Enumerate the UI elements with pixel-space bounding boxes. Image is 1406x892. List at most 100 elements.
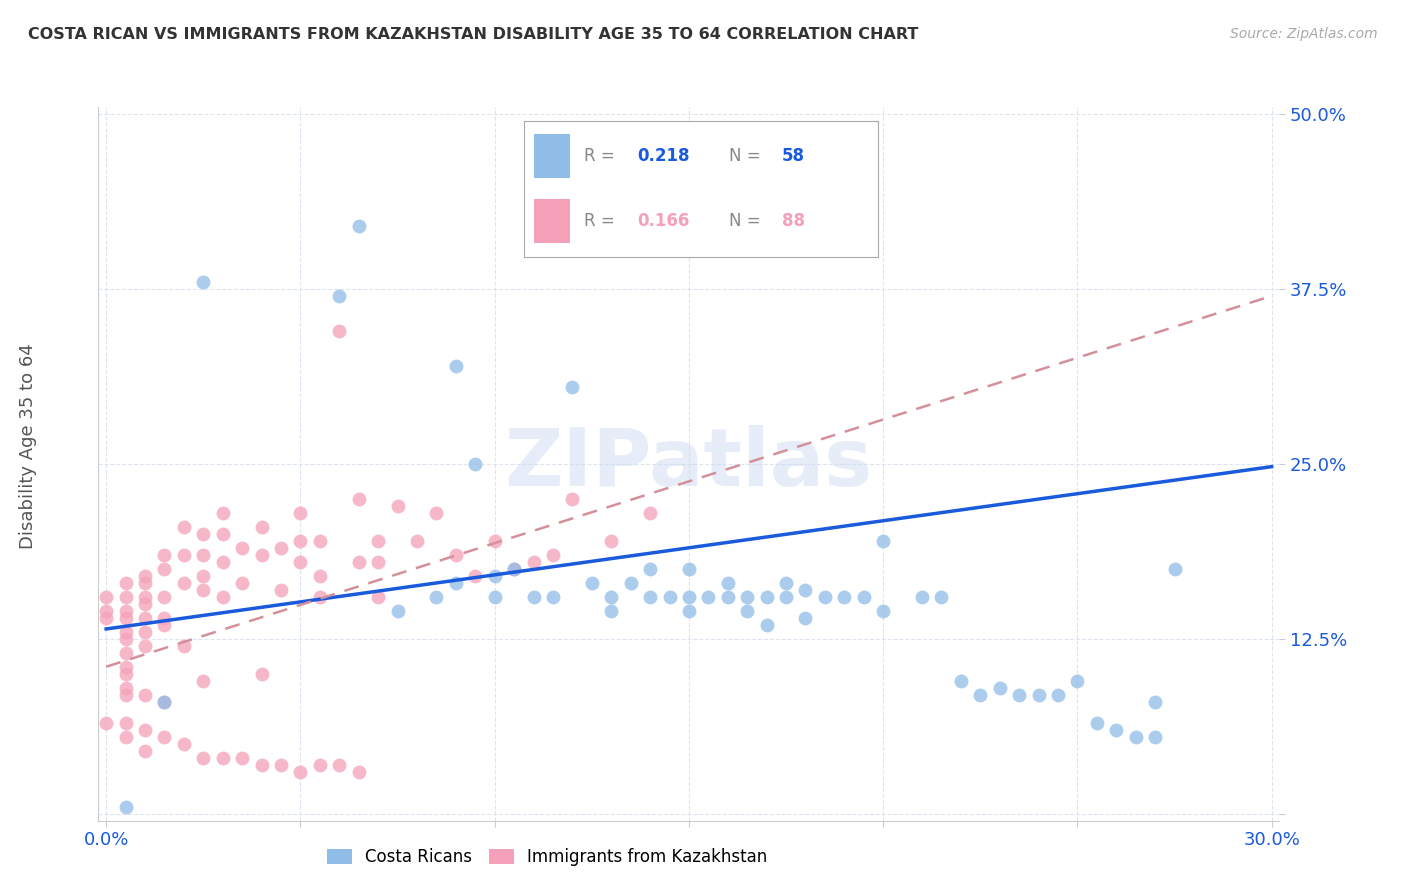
Point	[211, 590, 233, 604]
Point	[114, 688, 136, 702]
Point	[367, 533, 389, 548]
Point	[211, 750, 233, 764]
Point	[1008, 688, 1031, 702]
Point	[290, 533, 312, 548]
Point	[328, 289, 350, 303]
Point	[250, 548, 273, 562]
Point	[522, 555, 544, 569]
Point	[697, 590, 720, 604]
Point	[328, 757, 350, 772]
Point	[96, 611, 118, 625]
Point	[717, 575, 740, 590]
Point	[444, 548, 467, 562]
Point	[211, 526, 233, 541]
Point	[775, 590, 797, 604]
Point	[153, 548, 176, 562]
Point	[96, 590, 118, 604]
Point	[134, 688, 156, 702]
Point	[1144, 730, 1167, 744]
Point	[134, 590, 156, 604]
Point	[347, 491, 370, 506]
Point	[114, 681, 136, 695]
Point	[193, 750, 215, 764]
Text: ZIPatlas: ZIPatlas	[505, 425, 873, 503]
Point	[620, 575, 643, 590]
Point	[1046, 688, 1069, 702]
Point	[153, 695, 176, 709]
Point	[250, 520, 273, 534]
Point	[503, 562, 526, 576]
Point	[134, 568, 156, 582]
Point	[134, 723, 156, 737]
Point	[270, 582, 292, 597]
Point	[173, 520, 195, 534]
Point	[114, 646, 136, 660]
Point	[600, 533, 623, 548]
Point	[114, 604, 136, 618]
Point	[464, 457, 486, 471]
Point	[717, 590, 740, 604]
Point	[211, 555, 233, 569]
Point	[309, 757, 332, 772]
Point	[931, 590, 953, 604]
Point	[425, 590, 447, 604]
Point	[114, 659, 136, 673]
Point	[290, 764, 312, 779]
Point	[114, 632, 136, 646]
Point	[561, 491, 583, 506]
Point	[1125, 730, 1147, 744]
Point	[114, 715, 136, 730]
Point	[153, 590, 176, 604]
Point	[114, 666, 136, 681]
Point	[231, 750, 253, 764]
Point	[153, 730, 176, 744]
Point	[173, 737, 195, 751]
Point	[290, 555, 312, 569]
Point	[638, 506, 661, 520]
Point	[988, 681, 1011, 695]
Point	[309, 568, 332, 582]
Point	[425, 506, 447, 520]
Point	[581, 575, 603, 590]
Point	[678, 562, 700, 576]
Point	[347, 555, 370, 569]
Point	[484, 590, 506, 604]
Point	[153, 562, 176, 576]
Point	[231, 541, 253, 555]
Point	[309, 533, 332, 548]
Point	[211, 506, 233, 520]
Point	[114, 799, 136, 814]
Point	[541, 590, 564, 604]
Point	[541, 548, 564, 562]
Point	[114, 590, 136, 604]
Point	[406, 533, 429, 548]
Point	[134, 597, 156, 611]
Point	[153, 617, 176, 632]
Point	[290, 506, 312, 520]
Point	[387, 604, 409, 618]
Point	[193, 673, 215, 688]
Text: Disability Age 35 to 64: Disability Age 35 to 64	[20, 343, 37, 549]
Point	[347, 764, 370, 779]
Point	[114, 575, 136, 590]
Point	[678, 590, 700, 604]
Point	[600, 604, 623, 618]
Point	[134, 639, 156, 653]
Point	[755, 617, 778, 632]
Point	[911, 590, 934, 604]
Point	[270, 541, 292, 555]
Point	[1144, 695, 1167, 709]
Point	[852, 590, 875, 604]
Point	[814, 590, 837, 604]
Point	[134, 744, 156, 758]
Point	[309, 590, 332, 604]
Point	[464, 568, 486, 582]
Point	[173, 548, 195, 562]
Point	[328, 324, 350, 338]
Point	[193, 582, 215, 597]
Point	[114, 730, 136, 744]
Point	[484, 533, 506, 548]
Point	[250, 666, 273, 681]
Point	[173, 639, 195, 653]
Point	[1163, 562, 1185, 576]
